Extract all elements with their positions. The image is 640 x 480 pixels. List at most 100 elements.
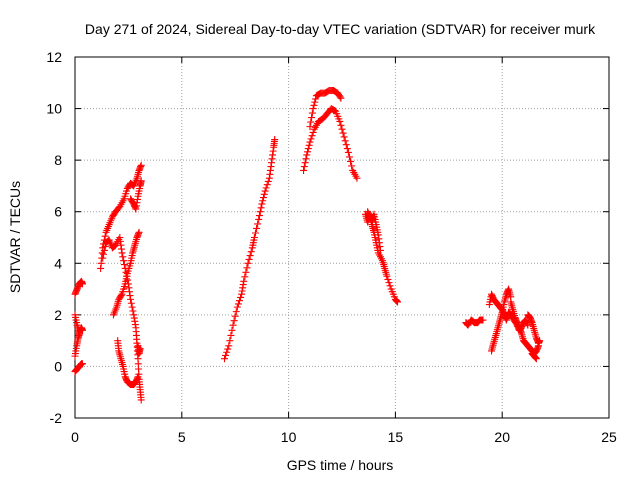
data-point — [339, 129, 347, 137]
data-point — [135, 228, 143, 236]
data-point — [137, 161, 145, 169]
data-point — [222, 351, 230, 359]
data-point — [255, 212, 263, 220]
y-tick-label: 10 — [46, 101, 62, 117]
series-track-11 — [221, 136, 279, 363]
data-point — [302, 155, 310, 163]
data-point — [385, 279, 393, 287]
data-point — [338, 125, 346, 133]
series-track-05 — [97, 161, 145, 272]
data-point — [340, 133, 348, 141]
chart-title: Day 271 of 2024, Sidereal Day-to-day VTE… — [85, 21, 596, 37]
series-track-08 — [114, 337, 142, 388]
y-tick-label: 2 — [54, 307, 62, 323]
data-point — [78, 360, 86, 368]
series-track-03 — [71, 329, 84, 360]
data-point — [229, 321, 237, 329]
data-point — [345, 153, 353, 161]
data-point — [237, 293, 245, 301]
x-tick-label: 10 — [281, 429, 297, 445]
data-point — [253, 224, 261, 232]
series-track-10 — [134, 342, 144, 358]
data-points — [71, 87, 544, 404]
data-point — [304, 145, 312, 153]
data-point — [310, 101, 318, 109]
data-point — [246, 252, 254, 260]
data-point — [256, 208, 264, 216]
data-point — [532, 355, 540, 363]
data-point — [240, 277, 248, 285]
grid — [75, 57, 609, 418]
data-point — [386, 282, 394, 290]
data-point — [307, 118, 315, 126]
data-point — [227, 331, 235, 339]
data-point — [308, 114, 316, 122]
data-point — [271, 136, 279, 144]
data-point — [259, 197, 267, 205]
data-point — [234, 300, 242, 308]
data-point — [479, 316, 487, 324]
data-point — [120, 261, 128, 269]
series-track-21 — [528, 350, 540, 363]
data-point — [261, 187, 269, 195]
data-point — [342, 141, 350, 149]
tick-labels: 0 5 10 15 20 25 -2 0 2 4 6 8 10 12 — [46, 49, 617, 445]
data-point — [257, 204, 265, 212]
data-point — [129, 307, 137, 315]
data-point — [337, 94, 345, 102]
series-track-18 — [488, 285, 515, 355]
data-point — [353, 174, 361, 182]
data-point — [221, 355, 229, 363]
data-point — [311, 98, 319, 106]
data-point — [376, 246, 384, 254]
data-point — [304, 148, 312, 156]
data-point — [231, 312, 239, 320]
y-tick-label: 12 — [46, 49, 62, 65]
series-track-12 — [300, 105, 361, 182]
x-tick-label: 20 — [494, 429, 510, 445]
x-axis-label: GPS time / hours — [287, 457, 394, 473]
data-point — [101, 243, 109, 251]
data-point — [308, 109, 316, 117]
data-point — [244, 259, 252, 267]
data-point — [300, 166, 308, 174]
data-point — [243, 264, 251, 272]
data-point — [250, 234, 258, 241]
y-tick-label: 0 — [54, 358, 62, 374]
plot-frame — [74, 56, 610, 419]
data-point — [120, 257, 128, 265]
series-track-16 — [462, 316, 487, 329]
axis-ticks — [74, 56, 610, 419]
data-point — [247, 248, 255, 256]
data-point — [348, 162, 356, 170]
data-point — [336, 93, 344, 101]
data-point — [343, 145, 351, 153]
data-point — [99, 254, 107, 262]
data-point — [136, 344, 144, 352]
data-point — [228, 326, 236, 334]
y-tick-label: 8 — [54, 152, 62, 168]
series-track-07 — [109, 228, 143, 319]
data-point — [262, 184, 270, 192]
data-point — [119, 253, 127, 261]
data-point — [344, 148, 352, 156]
data-point — [76, 329, 84, 337]
x-tick-label: 5 — [178, 429, 186, 445]
series-track-20 — [524, 311, 544, 347]
y-tick-label: 6 — [54, 204, 62, 220]
data-point — [241, 273, 249, 281]
data-point — [260, 194, 268, 202]
y-tick-label: 4 — [54, 255, 62, 271]
data-point — [394, 298, 402, 306]
data-point — [100, 250, 108, 258]
data-point — [134, 373, 142, 381]
y-axis-label: SDTVAR / TECUs — [7, 181, 23, 293]
data-point — [384, 275, 392, 283]
data-point — [260, 190, 268, 198]
series-track-01 — [71, 277, 86, 298]
data-point — [127, 299, 135, 307]
data-point — [307, 135, 315, 143]
data-point — [306, 123, 314, 131]
data-point — [137, 396, 145, 404]
data-point — [251, 229, 259, 237]
